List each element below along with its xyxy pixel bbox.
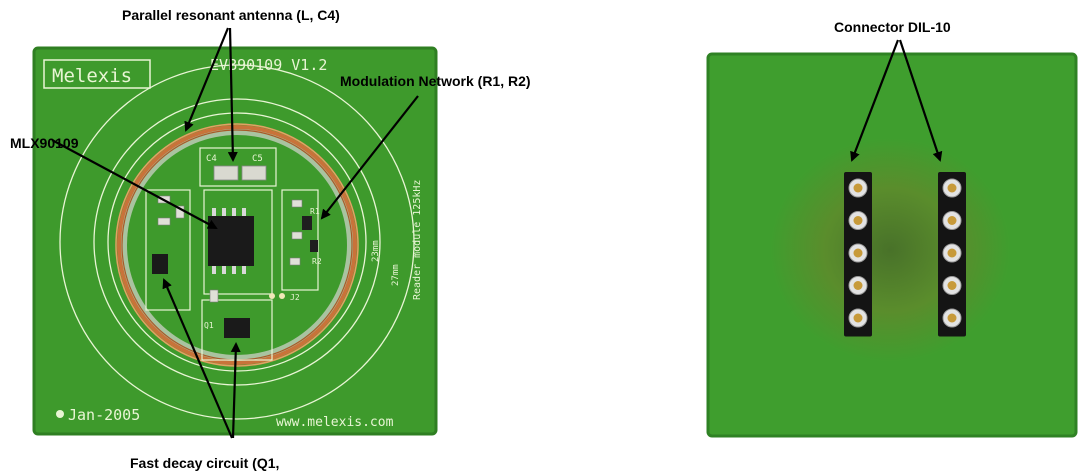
antenna-coil bbox=[115, 123, 359, 367]
label-modulation: Modulation Network (R1, R2) bbox=[340, 73, 531, 89]
ring-27mm: 27mm bbox=[391, 264, 401, 286]
ring-markings bbox=[59, 64, 415, 420]
mlx90109-chip bbox=[208, 208, 254, 274]
url-text: www.melexis.com bbox=[276, 415, 394, 430]
connector-pin-contact bbox=[853, 216, 863, 225]
label-chip: MLX90109 bbox=[10, 135, 79, 151]
label-connector: Connector DIL-10 bbox=[834, 19, 951, 35]
solder-residue bbox=[770, 138, 1010, 362]
logo-box bbox=[43, 59, 151, 89]
arrow-fast-decay-right bbox=[230, 342, 241, 439]
front-board: C4 C5 R1 R2 Q1 bbox=[32, 46, 438, 436]
ref-c4: C4 bbox=[206, 154, 217, 164]
label-fast-decay: Fast decay circuit (Q1, bbox=[130, 455, 279, 471]
ref-q1: Q1 bbox=[204, 321, 214, 330]
connector-pin-contact bbox=[947, 313, 957, 323]
date-text: Jan-2005 bbox=[68, 406, 140, 424]
connector-pin-contact bbox=[947, 281, 957, 290]
resistor-r1 bbox=[302, 216, 312, 230]
left-component bbox=[152, 254, 168, 274]
capacitor-c5 bbox=[241, 165, 267, 181]
ref-r2: R2 bbox=[312, 257, 322, 266]
ref-c5: C5 bbox=[252, 154, 263, 164]
side-text: Reader module 125kHz bbox=[412, 180, 423, 300]
connector-pin-contact bbox=[947, 216, 957, 225]
annotation-arrows bbox=[51, 27, 943, 439]
capacitor-c4 bbox=[213, 165, 239, 181]
connector-pin-contact bbox=[853, 281, 863, 290]
connector-pin-contact bbox=[853, 183, 863, 193]
arrow-connector-left bbox=[850, 39, 900, 162]
connector-pin-contact bbox=[947, 248, 957, 258]
connector-pin-contact bbox=[853, 248, 863, 258]
connector-pin-contact bbox=[853, 313, 863, 323]
board-model: EVB90109 V1.2 bbox=[210, 56, 327, 74]
arrow-antenna-cap bbox=[227, 27, 238, 162]
melexis-logo: Melexis bbox=[52, 65, 132, 87]
ref-r1: R1 bbox=[310, 207, 320, 216]
ref-j2: J2 bbox=[290, 293, 300, 302]
dil-10-connector bbox=[844, 172, 966, 337]
arrow-modulation bbox=[320, 95, 419, 220]
arrow-chip bbox=[51, 139, 218, 229]
ring-23mm: 23mm bbox=[371, 240, 381, 262]
connector-pin-contact bbox=[947, 183, 957, 193]
arrow-connector-right bbox=[898, 39, 943, 162]
arrow-antenna-coil bbox=[184, 27, 230, 132]
label-antenna: Parallel resonant antenna (L, C4) bbox=[122, 7, 340, 23]
back-board bbox=[706, 52, 1078, 438]
arrow-fast-decay-left bbox=[162, 278, 234, 439]
resistor-r2 bbox=[310, 240, 318, 252]
transistor-q1 bbox=[224, 318, 250, 338]
